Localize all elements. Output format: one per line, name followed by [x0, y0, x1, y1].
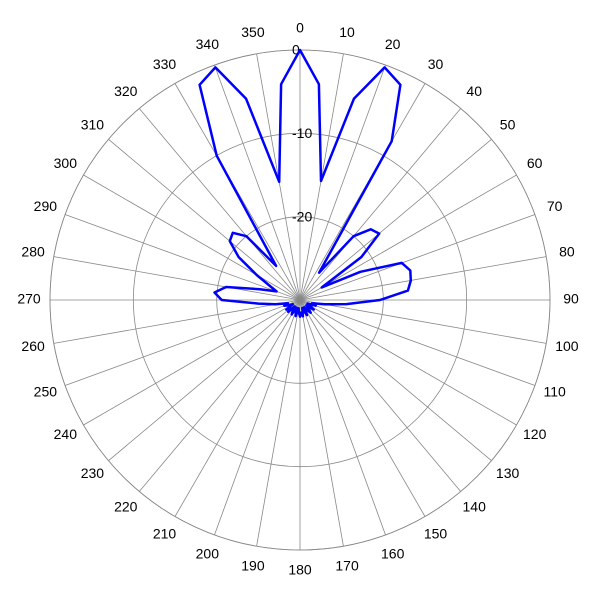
spoke — [108, 299, 301, 462]
theta-tick-label: 50 — [500, 117, 516, 133]
theta-tick-label: 300 — [54, 155, 78, 171]
spoke — [299, 299, 386, 536]
r-tick-label: -20 — [292, 208, 312, 224]
theta-tick-label: 350 — [241, 24, 265, 40]
spoke — [138, 299, 301, 492]
spoke — [299, 299, 517, 426]
theta-tick-label: 130 — [496, 465, 520, 481]
theta-tick-label: 110 — [543, 383, 566, 399]
spoke — [214, 299, 301, 536]
theta-tick-label: 260 — [21, 338, 45, 354]
theta-tick-label: 320 — [114, 83, 138, 99]
spoke — [53, 256, 301, 301]
theta-tick-label: 280 — [21, 244, 45, 260]
theta-tick-label: 220 — [114, 498, 138, 514]
theta-tick-label: 80 — [559, 244, 575, 260]
theta-tick-label: 250 — [34, 383, 58, 399]
theta-tick-label: 310 — [81, 117, 105, 133]
grid-circle — [132, 132, 468, 468]
spoke — [299, 299, 344, 547]
theta-tick-label: 190 — [241, 558, 265, 574]
spoke — [83, 299, 301, 426]
theta-tick-label: 120 — [523, 426, 547, 442]
theta-tick-label: 100 — [555, 338, 579, 354]
spoke — [214, 64, 301, 301]
spoke — [256, 299, 301, 547]
r-tick-label: 0 — [292, 42, 300, 58]
theta-tick-label: 330 — [153, 56, 177, 72]
spoke — [299, 214, 536, 301]
spoke — [138, 108, 301, 301]
theta-tick-label: 290 — [34, 198, 58, 214]
spoke — [299, 64, 386, 301]
theta-tick-label: 10 — [339, 24, 355, 40]
theta-tick-label: 240 — [54, 426, 78, 442]
spoke — [299, 299, 492, 462]
theta-tick-label: 90 — [563, 291, 579, 307]
spoke — [64, 299, 301, 386]
theta-tick-label: 170 — [335, 558, 359, 574]
spoke — [108, 138, 301, 301]
theta-tick-label: 180 — [288, 562, 312, 578]
spoke — [299, 299, 462, 492]
spoke — [64, 214, 301, 301]
spoke — [299, 299, 547, 344]
theta-tick-label: 20 — [385, 36, 401, 52]
pattern-line — [198, 48, 413, 318]
theta-tick-label: 200 — [196, 545, 220, 561]
spoke — [299, 256, 547, 301]
spoke — [299, 108, 462, 301]
theta-tick-label: 60 — [527, 155, 543, 171]
theta-tick-label: 140 — [463, 498, 487, 514]
theta-tick-label: 70 — [547, 198, 563, 214]
spoke — [174, 299, 301, 517]
theta-tick-label: 160 — [381, 545, 405, 561]
theta-tick-label: 270 — [17, 291, 41, 307]
theta-tick-label: 210 — [153, 525, 177, 541]
theta-tick-label: 150 — [424, 525, 448, 541]
spoke — [83, 174, 301, 301]
spoke — [299, 138, 492, 301]
theta-tick-label: 340 — [196, 36, 220, 52]
theta-tick-label: 0 — [296, 20, 304, 36]
spoke — [53, 299, 301, 344]
theta-tick-label: 30 — [428, 56, 444, 72]
spoke — [299, 299, 426, 517]
spoke — [299, 174, 517, 301]
theta-tick-label: 230 — [81, 465, 105, 481]
spoke — [299, 299, 536, 386]
theta-tick-label: 40 — [466, 83, 482, 99]
r-tick-label: -10 — [292, 125, 312, 141]
